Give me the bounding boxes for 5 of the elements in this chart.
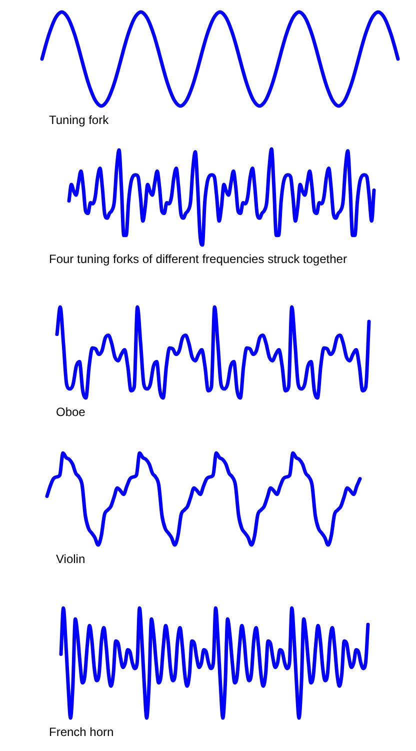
text: Tuning fork bbox=[49, 113, 109, 127]
text: Oboe bbox=[56, 405, 86, 419]
text: Four tuning forks of different frequencies struck together bbox=[49, 252, 347, 266]
text: Violin bbox=[56, 552, 86, 566]
text: French horn bbox=[49, 725, 114, 739]
